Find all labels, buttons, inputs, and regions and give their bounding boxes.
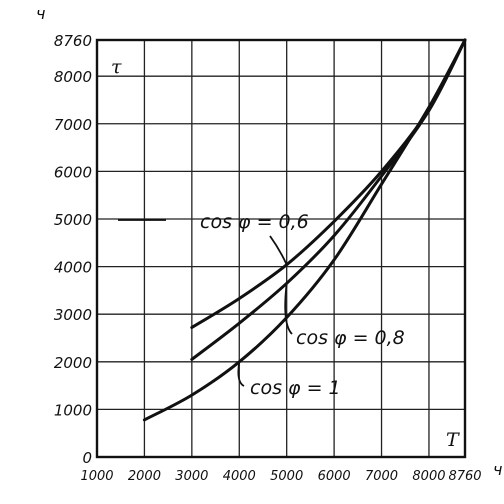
y-tick-label: 0 — [82, 449, 92, 467]
y-tick-label: 3000 — [54, 306, 92, 324]
annotation-leader-2 — [284, 283, 293, 335]
y-tick-label: 4000 — [54, 259, 92, 277]
plot-frame — [95, 38, 467, 459]
y-tick-label: 8000 — [54, 68, 92, 86]
y-tick-label: 8760 — [54, 32, 92, 50]
y-tick-label: 5000 — [54, 211, 92, 229]
x-tick-label: 5000 — [270, 469, 303, 484]
annotation-leaders — [118, 219, 293, 387]
series-annotation-3: cos φ = 1 — [250, 377, 341, 399]
series-annotations: cos φ = 0,6 cos φ = 0,8 cos φ = 1 — [200, 211, 405, 399]
x-axis-unit: ч — [493, 460, 502, 479]
series-annotation-2: cos φ = 0,8 — [296, 327, 405, 349]
series-line-2 — [190, 38, 467, 361]
x-tick-label: 3000 — [175, 469, 208, 484]
series-line-1 — [190, 38, 467, 329]
y-tick-labels: 0 1000 2000 3000 4000 5000 6000 7000 8000 8760 — [54, 32, 92, 467]
x-tick-label: 8000 — [412, 469, 445, 484]
x-tick-label: 6000 — [318, 469, 351, 484]
y-tick-label: 6000 — [54, 163, 92, 181]
y-axis-unit: ч — [36, 4, 45, 23]
x-tick-label: 4000 — [223, 469, 256, 484]
series-annotation-1: cos φ = 0,6 — [200, 211, 309, 233]
y-tick-label: 2000 — [54, 354, 92, 372]
x-axis-label: T — [446, 429, 460, 451]
series-curves — [142, 38, 467, 422]
y-tick-label: 1000 — [54, 401, 92, 419]
grid — [97, 40, 465, 457]
annotation-leader-1 — [269, 235, 288, 266]
x-tick-label: 7000 — [365, 469, 398, 484]
x-tick-label: 1000 — [80, 469, 113, 484]
y-tick-label: 7000 — [54, 116, 92, 134]
series-line-3 — [142, 38, 467, 422]
y-axis-label: τ — [111, 56, 122, 78]
annotation-leader-3 — [237, 361, 245, 387]
x-tick-label: 8760 — [448, 469, 481, 484]
x-tick-label: 2000 — [128, 469, 161, 484]
x-tick-labels: 1000 2000 3000 4000 5000 6000 7000 8000 8760 — [80, 469, 481, 484]
